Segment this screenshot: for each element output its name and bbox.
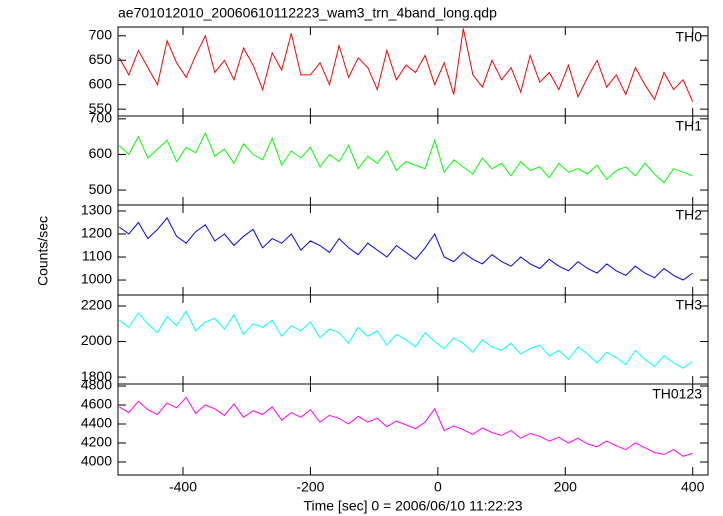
series-line	[118, 131, 693, 184]
chart-title: ae701012010_20060610112223_wam3_trn_4ban…	[118, 5, 497, 21]
y-tick-label: 4400	[81, 415, 112, 431]
series-line	[119, 217, 693, 281]
x-axis-label: Time [sec] 0 = 2006/06/10 11:22:23	[303, 498, 522, 514]
x-tick-label: 0	[434, 479, 442, 495]
panel-label: TH0123	[652, 386, 702, 402]
panel-label: TH2	[676, 207, 703, 223]
panel-frame	[117, 383, 709, 476]
panel-label: TH0	[676, 29, 703, 45]
y-tick-label: 2200	[81, 297, 112, 313]
y-tick-label: 4800	[81, 377, 112, 393]
panel-frame	[117, 204, 709, 296]
x-tick-label: 200	[554, 479, 578, 495]
y-tick-label: 700	[89, 27, 113, 43]
y-tick-label: 600	[89, 75, 113, 91]
panel-frame	[117, 115, 709, 206]
y-axis-label: Counts/sec	[35, 216, 51, 286]
y-tick-label: 1800	[81, 368, 112, 384]
panel-label: TH3	[676, 297, 703, 313]
x-tick-label: -400	[169, 479, 197, 495]
series-line	[119, 310, 693, 369]
series-line	[119, 396, 693, 457]
y-tick-label: 600	[89, 145, 113, 161]
y-tick-label: 2000	[81, 332, 112, 348]
y-tick-label: 4000	[81, 453, 112, 469]
y-tick-label: 550	[89, 100, 113, 116]
y-tick-label: 4600	[81, 396, 112, 412]
y-tick-label: 1000	[81, 271, 112, 287]
x-tick-label: -200	[296, 479, 324, 495]
y-tick-label: 650	[89, 51, 113, 67]
y-tick-label: 500	[89, 181, 113, 197]
y-tick-label: 1300	[81, 202, 112, 218]
x-tick-label: 400	[681, 479, 705, 495]
y-tick-label: 1200	[81, 225, 112, 241]
series-line	[118, 28, 694, 102]
panel-label: TH1	[676, 118, 703, 134]
y-tick-label: 700	[89, 110, 113, 126]
panel-frame	[117, 294, 709, 385]
y-tick-label: 4200	[81, 434, 112, 450]
y-tick-label: 1100	[82, 248, 112, 264]
